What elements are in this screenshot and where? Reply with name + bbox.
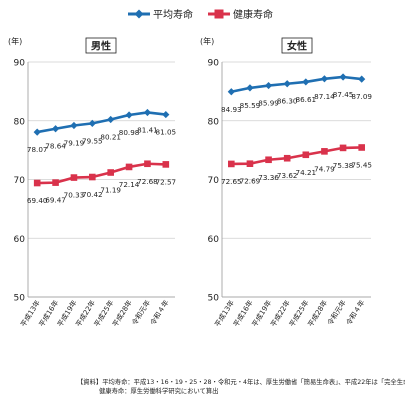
- data-point-healthy: [246, 160, 254, 167]
- data-point-avg: [33, 128, 41, 136]
- data-label: 84.93: [221, 105, 242, 114]
- y-tick-label: 90: [14, 59, 26, 69]
- data-label: 85.59: [240, 101, 261, 110]
- data-label: 73.62: [277, 171, 298, 180]
- data-label: 69.47: [45, 196, 66, 205]
- y-tick-label: 50: [14, 294, 26, 304]
- legend: 平均寿命 健康寿命: [0, 6, 405, 24]
- data-label: 78.64: [45, 142, 66, 151]
- data-point-avg: [320, 75, 329, 83]
- footnote: 【資料】平均寿命：平成13・16・19・25・28・令和元・4年は、厚生労働省「…: [77, 378, 405, 396]
- legend-item-healthy: 健康寿命: [208, 6, 273, 21]
- data-label: 74.79: [314, 164, 335, 173]
- y-tick-label: 70: [14, 176, 26, 186]
- legend-avg-label: 平均寿命: [153, 10, 193, 21]
- data-point-healthy: [70, 174, 78, 181]
- data-label: 81.05: [156, 128, 177, 137]
- data-label: 86.61: [296, 95, 317, 104]
- data-point-healthy: [283, 154, 291, 162]
- data-point-healthy: [144, 160, 151, 168]
- data-point-avg: [358, 75, 366, 83]
- chart-title: 女性: [287, 40, 307, 53]
- data-label: 70.42: [82, 190, 103, 199]
- data-point-avg: [162, 110, 170, 119]
- data-point-avg: [302, 78, 310, 86]
- y-tick-label: 90: [208, 59, 220, 69]
- y-tick-label: 80: [14, 117, 26, 127]
- data-label: 87.45: [333, 90, 354, 99]
- data-point-avg: [51, 125, 60, 133]
- chart-title: 男性: [91, 40, 111, 53]
- data-label: 87.09: [351, 92, 372, 101]
- y-tick-label: 60: [208, 235, 220, 245]
- diamond-line-icon: [128, 9, 150, 18]
- data-label: 72.65: [221, 177, 242, 186]
- data-label: 72.69: [240, 177, 261, 186]
- data-point-avg: [246, 84, 254, 92]
- data-point-healthy: [358, 144, 365, 151]
- data-label: 74.21: [296, 168, 317, 177]
- legend-healthy-label: 健康寿命: [233, 10, 273, 21]
- data-label: 85.99: [258, 99, 279, 108]
- data-label: 86.30: [277, 97, 298, 106]
- data-point-healthy: [107, 169, 114, 176]
- data-point-avg: [125, 111, 133, 119]
- data-point-avg: [264, 81, 273, 90]
- x-tick-label: 令和４年: [344, 298, 366, 327]
- chart-title-box: [281, 37, 313, 54]
- data-label: 75.38: [333, 161, 354, 170]
- y-tick-label: 50: [208, 294, 220, 304]
- data-point-healthy: [302, 151, 310, 159]
- footnote-line-1: 【資料】平均寿命：平成13・16・19・25・28・令和元・4年は、厚生労働省「…: [77, 379, 405, 386]
- data-label: 87.14: [314, 92, 335, 101]
- x-tick-label: 令和４年: [148, 298, 170, 327]
- data-label: 73.36: [258, 173, 279, 182]
- data-point-avg: [227, 88, 235, 96]
- data-point-avg: [88, 119, 96, 127]
- data-label: 80.98: [119, 128, 140, 137]
- data-label: 75.45: [351, 160, 372, 169]
- data-label: 70.33: [64, 191, 85, 200]
- chart-title-box: [85, 37, 117, 54]
- data-label: 71.19: [100, 186, 121, 195]
- data-label: 80.21: [100, 133, 121, 142]
- data-point-avg: [283, 80, 291, 88]
- data-point-avg: [107, 115, 115, 124]
- data-point-healthy: [33, 179, 41, 187]
- y-tick-label: 70: [208, 176, 220, 186]
- data-point-healthy: [52, 179, 59, 186]
- data-point-healthy: [125, 163, 133, 171]
- data-point-healthy: [339, 144, 347, 152]
- y-axis-label: (年): [8, 36, 22, 46]
- legend-item-avg: 平均寿命: [128, 6, 193, 21]
- data-point-healthy: [162, 161, 170, 168]
- data-point-avg: [339, 73, 347, 81]
- data-label: 72.57: [156, 177, 177, 186]
- y-axis-label: (年): [200, 36, 214, 46]
- footnote-line-2: 健康寿命：厚生労働科学研究において算出: [99, 388, 219, 395]
- data-point-healthy: [265, 156, 272, 164]
- data-point-healthy: [228, 160, 235, 168]
- square-line-icon: [208, 9, 230, 18]
- data-label: 69.40: [27, 196, 48, 205]
- data-label: 78.07: [27, 145, 48, 154]
- data-point-avg: [70, 121, 78, 130]
- data-label: 79.55: [82, 136, 103, 145]
- data-point-healthy: [89, 173, 96, 181]
- data-point-avg: [143, 108, 152, 117]
- data-label: 81.41: [137, 125, 158, 134]
- data-label: 79.19: [64, 139, 85, 148]
- y-tick-label: 80: [208, 117, 220, 127]
- y-tick-label: 60: [14, 235, 26, 245]
- data-point-healthy: [321, 148, 328, 155]
- data-label: 72.68: [137, 177, 158, 186]
- data-label: 72.14: [119, 180, 140, 189]
